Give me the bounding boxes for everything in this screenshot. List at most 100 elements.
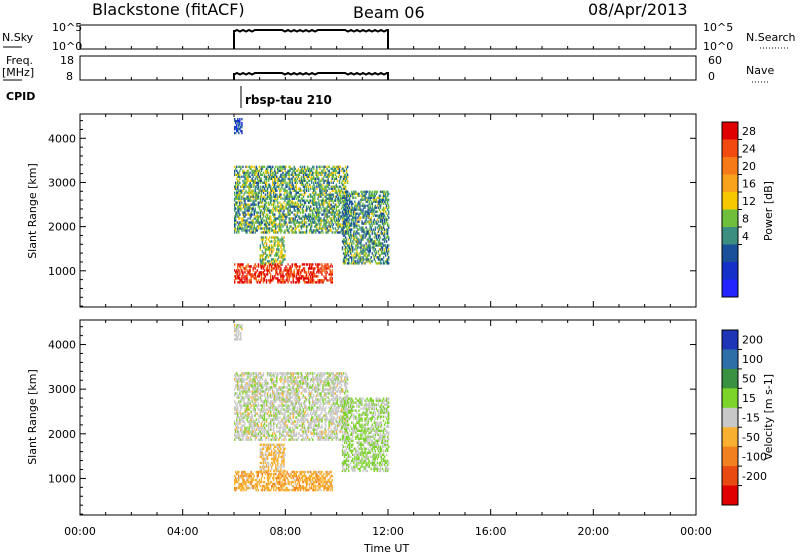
heatmap-cell <box>263 195 266 198</box>
heatmap-cell <box>260 273 263 276</box>
heatmap-cell <box>264 201 267 204</box>
heatmap-cell <box>243 175 245 178</box>
heatmap-cell <box>270 480 273 484</box>
heatmap-cell <box>297 273 300 276</box>
heatmap-cell <box>366 238 368 241</box>
heatmap-cell <box>327 209 329 212</box>
heatmap-cell <box>316 203 318 206</box>
heatmap-cell <box>363 232 365 235</box>
heatmap-cell <box>327 175 329 178</box>
heatmap-cell <box>257 372 260 375</box>
heatmap-cell <box>378 208 381 211</box>
heatmap-cell <box>378 226 381 229</box>
heatmap-cell <box>293 171 295 175</box>
heatmap-cell <box>302 173 305 177</box>
heatmap-cell <box>237 129 239 133</box>
heatmap-cell <box>343 244 346 247</box>
heatmap-cell <box>251 219 253 222</box>
heatmap-cell <box>328 193 330 196</box>
heatmap-cell <box>314 209 316 212</box>
heatmap-cell <box>252 386 254 389</box>
heatmap-cell <box>254 388 256 391</box>
heatmap-cell <box>256 215 259 218</box>
heatmap-cell <box>360 246 362 249</box>
heatmap-cell <box>243 281 245 284</box>
heatmap-cell <box>259 187 262 190</box>
heatmap-cell <box>263 231 266 234</box>
heatmap-cell <box>301 223 304 226</box>
heatmap-cell <box>347 258 350 261</box>
heatmap-cell <box>304 231 307 234</box>
heatmap-cell <box>242 219 244 222</box>
y-tick-label: 2000 <box>48 221 76 234</box>
heatmap-cell <box>294 281 296 284</box>
heatmap-cell <box>285 205 287 208</box>
heatmap-cell <box>246 428 248 431</box>
heatmap-cell <box>242 480 244 484</box>
heatmap-cell <box>284 179 286 182</box>
heatmap-cell <box>347 234 350 237</box>
heatmap-cell <box>259 434 262 437</box>
heatmap-cell <box>313 482 315 486</box>
heatmap-cell <box>326 267 328 270</box>
heatmap-cell <box>260 451 263 455</box>
heatmap-cell <box>260 238 263 241</box>
heatmap-cell <box>234 205 236 208</box>
heatmap-cell <box>244 197 246 200</box>
heatmap-cell <box>324 199 326 202</box>
heatmap-cell <box>313 165 315 169</box>
heatmap-cell <box>321 173 323 177</box>
heatmap-cell <box>300 227 303 230</box>
heatmap-cell <box>308 199 311 202</box>
heatmap-cell <box>259 263 262 266</box>
heatmap-cell <box>239 165 241 169</box>
heatmap-cell <box>239 271 241 274</box>
heatmap-cell <box>325 175 327 178</box>
heatmap-cell <box>340 181 343 184</box>
heatmap-cell <box>332 207 334 210</box>
heatmap-cell <box>282 281 284 284</box>
heatmap-cell <box>238 430 240 433</box>
heatmap-cell <box>234 231 236 234</box>
heatmap-cell <box>273 262 275 265</box>
heatmap-cell <box>290 195 292 198</box>
heatmap-cell <box>275 175 277 178</box>
heatmap-cell <box>366 198 368 201</box>
heatmap-cell <box>246 418 248 421</box>
heatmap-cell <box>234 263 236 266</box>
heatmap-cell <box>382 232 385 235</box>
heatmap-cell <box>237 380 239 383</box>
heatmap-cell <box>309 171 312 175</box>
heatmap-cell <box>386 198 389 201</box>
heatmap-cell <box>327 267 329 270</box>
heatmap-cell <box>342 260 345 263</box>
heatmap-cell <box>247 199 249 202</box>
heatmap-cell <box>341 228 344 231</box>
heatmap-cell <box>246 177 248 180</box>
heatmap-cell <box>270 484 273 488</box>
heatmap-cell <box>254 209 256 212</box>
heatmap-cell <box>322 177 324 180</box>
heatmap-cell <box>259 185 262 188</box>
heatmap-cell <box>356 238 358 241</box>
heatmap-cell <box>240 165 242 169</box>
heatmap-cell <box>248 173 250 177</box>
heatmap-cell <box>305 221 308 224</box>
heatmap-cell <box>332 215 334 218</box>
heatmap-cell <box>328 201 330 204</box>
heatmap-cell <box>352 202 354 205</box>
heatmap-cell <box>354 192 356 196</box>
heatmap-cell <box>359 258 361 261</box>
heatmap-cell <box>382 256 385 259</box>
heatmap-cell <box>241 424 243 427</box>
heatmap-cell <box>268 447 271 451</box>
heatmap-cell <box>315 472 317 476</box>
heatmap-cell <box>257 426 260 429</box>
heatmap-cell <box>383 228 386 231</box>
heatmap-cell <box>245 213 247 216</box>
heatmap-cell <box>247 390 249 393</box>
nsky-trace <box>233 28 389 49</box>
heatmap-cell <box>283 193 285 196</box>
heatmap-cell <box>259 412 262 415</box>
heatmap-cell <box>274 231 276 234</box>
